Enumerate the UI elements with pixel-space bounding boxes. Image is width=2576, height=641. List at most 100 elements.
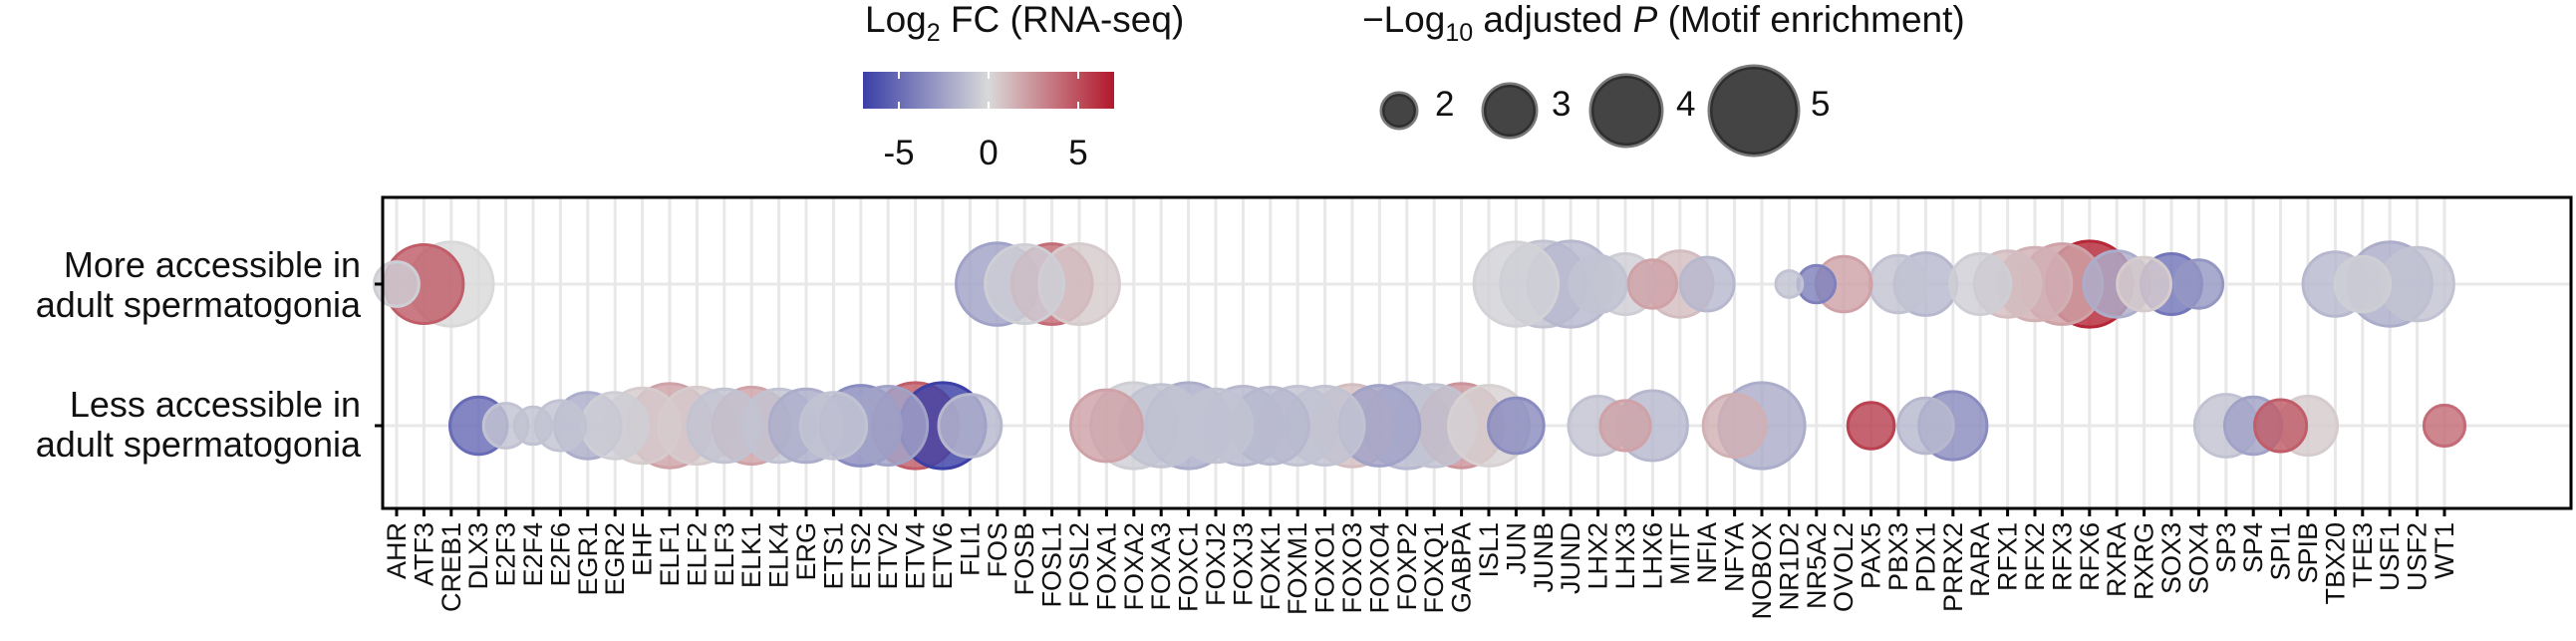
x-tick-label: RXRA	[2102, 522, 2132, 597]
bubble-lhx2-more	[1568, 253, 1628, 315]
x-tick-label: FOSL1	[1037, 522, 1067, 608]
x-tick-label: ETS2	[846, 522, 876, 590]
bubble-pax5-less	[1846, 401, 1896, 451]
bubble-nfya-less	[1701, 393, 1768, 459]
x-tick-label: RFX3	[2047, 522, 2077, 591]
row-label-more-line1: More accessible in	[64, 244, 361, 285]
size-legend-label: 5	[1811, 85, 1830, 124]
x-tick-label: ERG	[791, 522, 821, 581]
row-label-less-line2: adult spermatogonia	[36, 424, 362, 465]
x-tick-label: SOX4	[2183, 522, 2213, 594]
x-tick-label: RFX6	[2075, 522, 2105, 591]
size-legend-label: 2	[1435, 85, 1454, 124]
x-tick-label: ETV6	[928, 522, 958, 590]
x-tick-label: FOXA1	[1091, 522, 1121, 611]
x-tick-label: SP4	[2238, 522, 2268, 573]
x-axis-tick-labels: AHRATF3CREB1DLX3E2F3E2F4E2F6EGR1EGR2EHFE…	[382, 508, 2459, 620]
bubble-e2f4-less	[512, 405, 554, 447]
bubble-nfia-more	[1678, 255, 1736, 313]
color-legend-title: Log2 FC (RNA-seq)	[865, 0, 1184, 47]
size-legend-label: 3	[1552, 85, 1571, 124]
x-tick-label: ELK4	[764, 522, 794, 588]
x-tick-label: JUN	[1501, 522, 1531, 575]
x-tick-label: SP3	[2211, 522, 2241, 573]
bubble-spi1-less	[2253, 398, 2309, 454]
x-tick-label: ELF3	[710, 522, 739, 587]
x-tick-label: FOXO1	[1310, 522, 1340, 614]
bubble-fosb-more	[984, 243, 1066, 325]
x-tick-label: NR5A2	[1802, 522, 1832, 609]
size-legend-label: 4	[1676, 85, 1695, 124]
x-tick-label: PAX5	[1857, 522, 1886, 589]
x-tick-label: ETS1	[818, 522, 848, 590]
x-tick-label: ATF3	[409, 522, 438, 586]
x-tick-label: FOXQ1	[1419, 522, 1449, 614]
bubble-nr1d2-more	[1774, 269, 1805, 299]
color-bar-tick-label: -5	[883, 134, 914, 172]
x-tick-label: ISL1	[1474, 522, 1504, 578]
color-bar-ticks: -5 0 5	[883, 72, 1088, 172]
bubble-fli1-less	[937, 393, 1003, 459]
color-bar-tick-label: 5	[1068, 134, 1087, 172]
x-tick-label: ETV2	[873, 522, 903, 590]
x-tick-label: ETV4	[901, 522, 931, 590]
x-tick-label: FOSB	[1009, 522, 1039, 596]
x-tick-label: LHX3	[1610, 522, 1640, 590]
size-legend-items: 2 3 4 5	[1379, 64, 1830, 158]
x-tick-label: NFYA	[1720, 522, 1750, 592]
x-tick-label: RARA	[1965, 522, 1995, 597]
x-tick-label: GABPA	[1447, 522, 1477, 613]
x-tick-label: FOXO3	[1337, 522, 1367, 614]
x-tick-label: NFIA	[1692, 522, 1722, 584]
size-legend-marker	[1588, 73, 1664, 149]
x-tick-label: TBX20	[2320, 522, 2350, 605]
bubble-pdx1-less	[1896, 396, 1955, 456]
x-tick-label: NOBOX	[1747, 522, 1777, 620]
x-tick-label: RFX2	[2020, 522, 2050, 591]
bubble-egr2-less	[580, 391, 650, 461]
bubble-ets1-less	[798, 391, 869, 461]
bubble-lhx6-more	[1626, 258, 1679, 310]
x-tick-label: EHF	[628, 522, 658, 576]
row-label-more-line2: adult spermatogonia	[36, 284, 362, 325]
size-legend-title: −Log10 adjusted P (Motif enrichment)	[1362, 0, 1965, 47]
x-tick-label: E2F4	[518, 522, 548, 587]
x-tick-label: FOXJ3	[1228, 522, 1258, 606]
x-tick-label: MITF	[1665, 522, 1695, 585]
bubble-ahr-more	[373, 260, 421, 308]
x-tick-label: JUND	[1556, 522, 1585, 594]
x-tick-label: ELK1	[736, 522, 766, 588]
bubble-jun-less	[1487, 396, 1546, 456]
x-tick-label: FOXP2	[1392, 522, 1422, 611]
size-legend-marker	[1379, 91, 1419, 131]
bubble-tfe3-more	[2333, 254, 2393, 314]
x-tick-label: SOX3	[2156, 522, 2186, 594]
bubble-sox4-more	[2172, 258, 2225, 310]
plot-frame	[381, 195, 2573, 510]
x-tick-label: RFX1	[1993, 522, 2023, 591]
x-tick-label: DLX3	[463, 522, 493, 590]
x-tick-label: NR1D2	[1774, 522, 1804, 611]
bubble-rara-more	[1948, 252, 2013, 316]
bubble-jun-more	[1472, 240, 1561, 328]
x-tick-label: AHR	[382, 522, 412, 579]
x-tick-label: USF2	[2403, 522, 2433, 591]
bubble-rxrg-more	[2116, 255, 2173, 313]
x-tick-label: E2F3	[491, 522, 521, 587]
x-tick-label: FOXJ2	[1201, 522, 1231, 606]
x-tick-label: TFE3	[2348, 522, 2378, 588]
row-label-less-line1: Less accessible in	[70, 384, 361, 425]
x-tick-label: CREB1	[436, 522, 466, 612]
x-tick-label: PDX1	[1910, 522, 1940, 593]
x-tick-label: FOXA2	[1119, 522, 1149, 611]
data-points	[373, 239, 2467, 471]
color-bar-tick-label: 0	[979, 134, 998, 172]
x-tick-label: FOXC1	[1174, 522, 1204, 612]
x-tick-label: OVOL2	[1829, 522, 1859, 612]
x-tick-label: FOXK1	[1256, 522, 1286, 611]
bubble-foxj2-less	[1177, 387, 1255, 465]
bubble-foxa1-less	[1069, 388, 1144, 464]
x-tick-label: FOXO4	[1364, 522, 1394, 614]
bubble-lhx3-less	[1598, 399, 1652, 453]
